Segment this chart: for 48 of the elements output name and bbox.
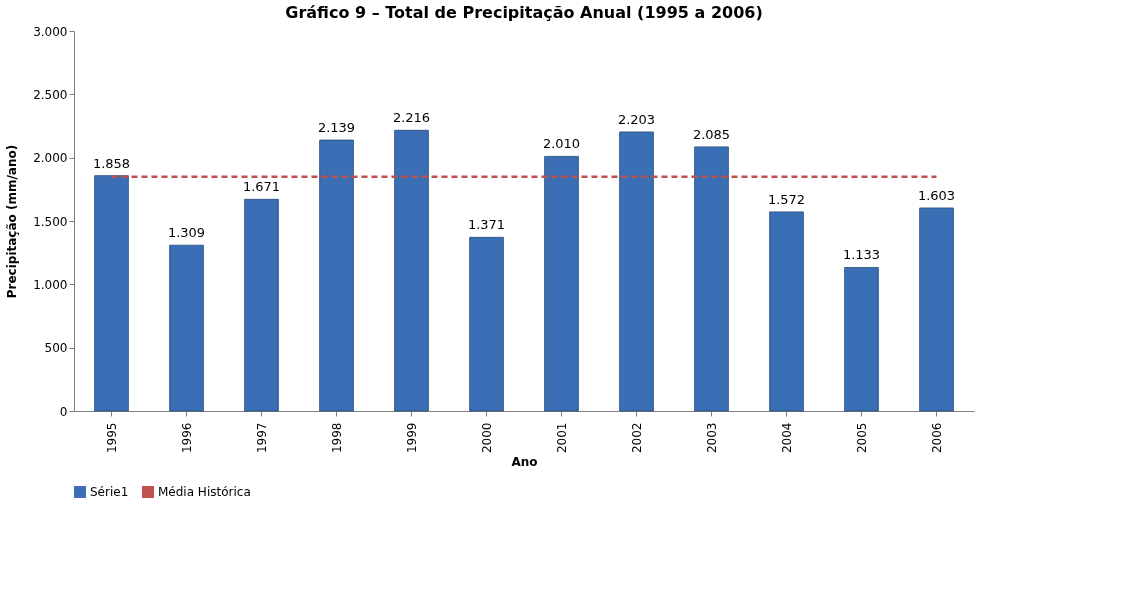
x-tick-label: 2001 xyxy=(554,422,569,454)
data-label: 2.085 xyxy=(692,126,731,142)
data-label: 2.139 xyxy=(317,120,356,136)
x-tick-label: 1999 xyxy=(404,422,419,454)
x-tick-label: 2004 xyxy=(779,422,794,454)
bar xyxy=(619,131,654,412)
data-label: 1.309 xyxy=(167,225,206,241)
x-tick-label: 2005 xyxy=(854,422,869,454)
x-tick-label: 2002 xyxy=(629,422,644,454)
bar xyxy=(694,146,729,412)
data-label: 2.010 xyxy=(542,136,581,152)
data-label: 2.203 xyxy=(617,111,656,127)
legend-label: Série1 xyxy=(90,485,129,499)
bar xyxy=(544,156,579,412)
y-tick-label: 1.500 xyxy=(33,214,68,229)
x-tick-label: 1997 xyxy=(254,422,269,454)
bar xyxy=(169,244,204,412)
bar xyxy=(769,211,804,412)
bar xyxy=(844,267,879,412)
data-label: 1.371 xyxy=(467,217,506,233)
x-axis-title: Ano xyxy=(511,455,538,470)
bar xyxy=(319,139,354,412)
y-tick-label: 500 xyxy=(44,341,68,356)
y-tick-label: 2.000 xyxy=(33,151,68,166)
data-label: 1.133 xyxy=(842,247,881,263)
bar xyxy=(919,207,954,412)
chart-title: Gráfico 9 – Total de Precipitação Anual (1995 a 2006) xyxy=(285,3,763,22)
data-label: 2.216 xyxy=(392,110,431,126)
legend-label: Média Histórica xyxy=(158,485,251,499)
x-tick-label: 2006 xyxy=(929,422,944,454)
bar xyxy=(94,175,129,412)
x-tick-label: 2003 xyxy=(704,422,719,454)
y-tick-label: 0 xyxy=(59,404,68,419)
bar xyxy=(469,236,504,412)
data-label: 1.671 xyxy=(242,179,281,195)
data-label: 1.572 xyxy=(767,191,806,207)
y-tick-label: 3.000 xyxy=(33,24,68,39)
y-tick-label: 1.000 xyxy=(33,277,68,292)
bar xyxy=(394,129,429,412)
x-tick-label: 1995 xyxy=(104,422,119,454)
x-tick-label: 2000 xyxy=(479,422,494,454)
data-label: 1.858 xyxy=(92,155,131,171)
x-tick-label: 1998 xyxy=(329,422,344,454)
y-tick-label: 2.500 xyxy=(33,87,68,102)
bar xyxy=(244,198,279,412)
y-axis-title: Precipitação (mm/ano) xyxy=(5,144,20,299)
data-label: 1.603 xyxy=(917,187,956,203)
x-tick-label: 1996 xyxy=(179,422,194,454)
